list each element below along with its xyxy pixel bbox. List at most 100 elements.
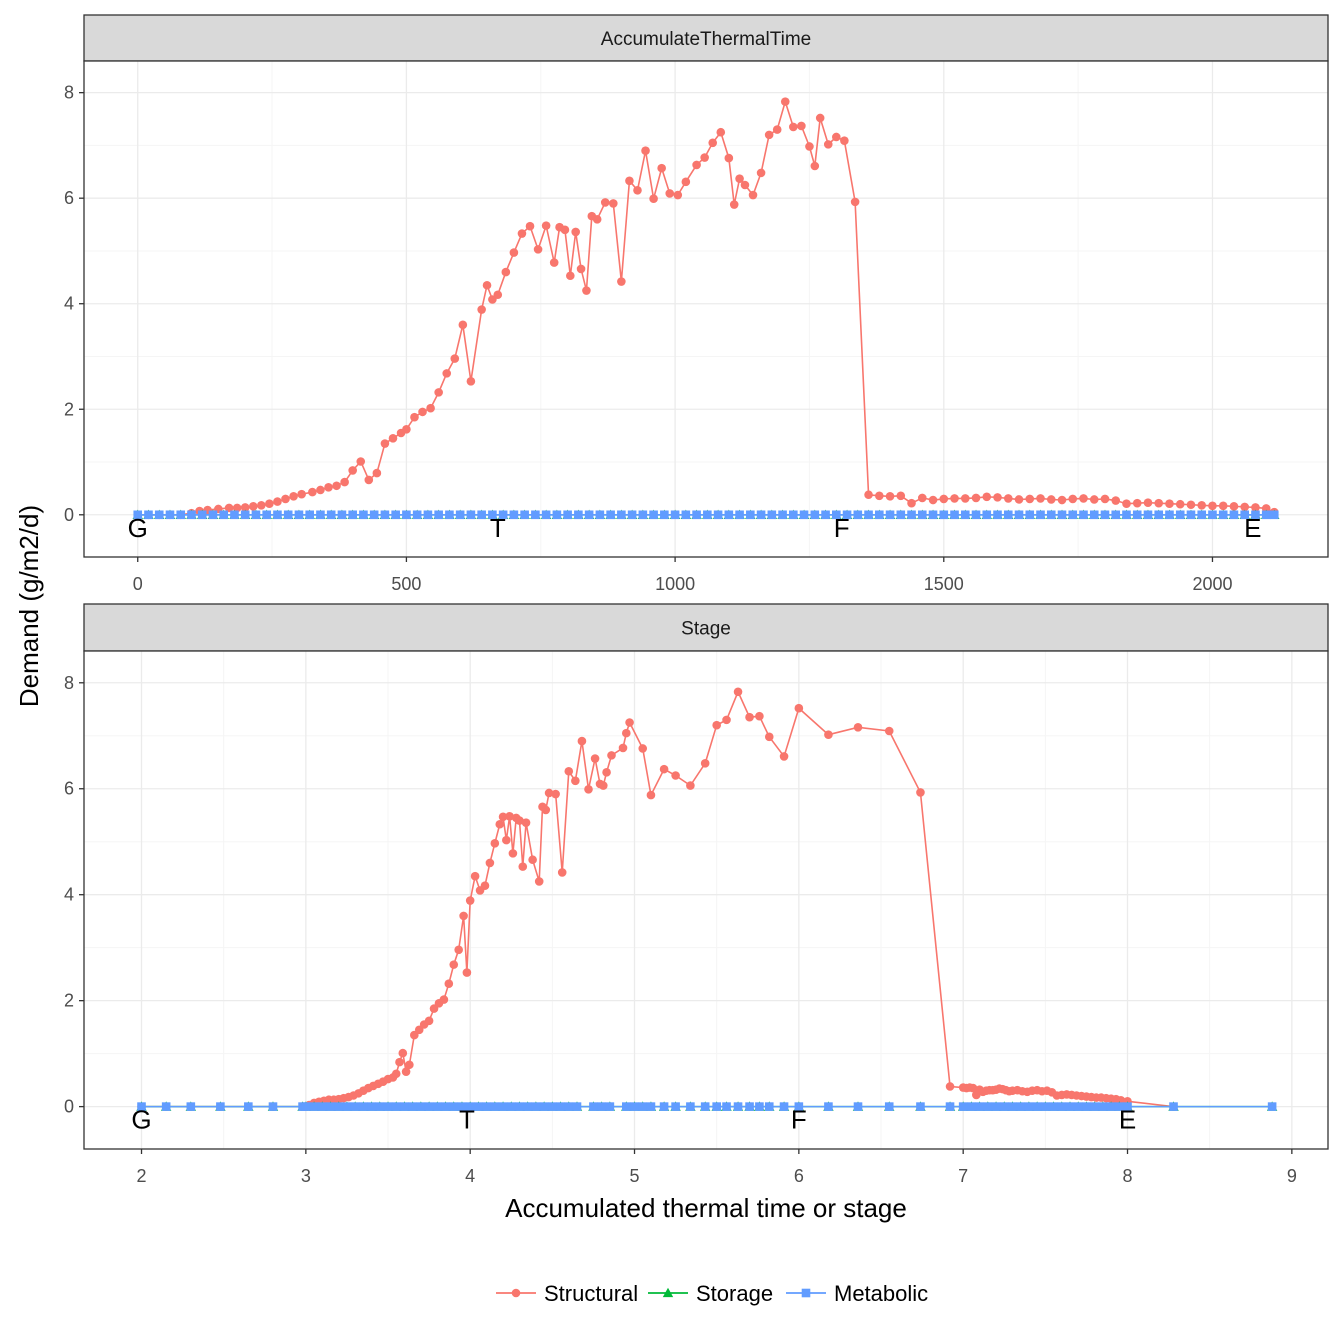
data-point — [1100, 494, 1110, 504]
data-point — [722, 715, 731, 725]
data-point — [713, 510, 723, 520]
legend-label: Structural — [544, 1281, 638, 1306]
data-point — [764, 130, 774, 140]
data-point — [1122, 499, 1131, 509]
y-tick-label: 6 — [64, 779, 74, 799]
data-point — [797, 121, 806, 131]
data-point — [1065, 1102, 1075, 1111]
data-point — [1143, 498, 1153, 507]
data-point — [1041, 1102, 1050, 1111]
data-point — [309, 1102, 319, 1111]
data-point — [805, 142, 814, 151]
data-point — [391, 1069, 401, 1079]
data-point — [630, 1102, 639, 1111]
data-point — [531, 1102, 541, 1111]
data-point — [810, 510, 820, 520]
data-point — [748, 190, 758, 200]
x-tick-label: 4 — [465, 1166, 475, 1186]
data-point — [1229, 510, 1239, 520]
data-point — [348, 466, 357, 475]
data-point — [372, 468, 382, 478]
data-point — [772, 125, 782, 134]
data-point — [518, 862, 528, 871]
data-point — [1057, 510, 1067, 520]
data-point — [395, 1057, 404, 1067]
data-point — [219, 510, 229, 520]
data-point — [602, 768, 611, 777]
data-point — [633, 185, 642, 195]
data-point — [539, 1102, 549, 1111]
series-structural — [133, 97, 1279, 520]
data-point — [1003, 494, 1013, 503]
data-point — [722, 1102, 731, 1111]
data-point — [1068, 510, 1078, 520]
data-point — [606, 510, 615, 520]
data-point — [480, 881, 490, 890]
data-point — [700, 153, 709, 162]
data-point — [1122, 510, 1131, 520]
data-point — [541, 221, 551, 230]
data-point — [735, 510, 744, 520]
data-point — [617, 510, 626, 520]
data-point — [186, 1102, 196, 1111]
data-point — [498, 812, 508, 822]
stage-label: F — [791, 1105, 807, 1135]
data-point — [1100, 510, 1110, 520]
data-point — [1036, 494, 1045, 503]
stage-label: T — [459, 1105, 475, 1135]
data-point — [621, 728, 631, 738]
data-point — [840, 136, 849, 145]
data-point — [1267, 1102, 1277, 1111]
data-point — [462, 968, 472, 977]
x-tick-label: 2000 — [1192, 574, 1232, 594]
data-point — [257, 500, 266, 510]
data-point — [681, 510, 691, 520]
data-point — [424, 1102, 434, 1111]
data-point — [534, 877, 544, 886]
data-point — [405, 1060, 414, 1070]
data-point — [971, 510, 981, 520]
data-point — [1111, 496, 1121, 505]
data-point — [400, 1102, 409, 1111]
data-point — [850, 197, 860, 207]
data-point — [589, 1102, 598, 1111]
data-point — [326, 510, 336, 520]
x-tick-label: 9 — [1287, 1166, 1297, 1186]
data-point — [794, 703, 804, 713]
data-point — [1154, 510, 1164, 520]
data-point — [424, 1016, 434, 1026]
data-point — [971, 493, 981, 503]
legend-label: Metabolic — [834, 1281, 928, 1306]
x-tick-label: 2 — [137, 1166, 147, 1186]
data-point — [359, 1102, 368, 1111]
data-point — [950, 494, 959, 503]
data-point — [999, 1102, 1009, 1111]
data-point — [767, 510, 777, 520]
data-point — [551, 789, 560, 799]
data-point — [1175, 499, 1185, 509]
y-tick-label: 2 — [64, 991, 74, 1011]
data-point — [621, 1102, 631, 1111]
data-point — [686, 781, 695, 790]
data-point — [208, 510, 218, 520]
data-point — [665, 189, 675, 198]
data-point — [369, 510, 379, 520]
data-point — [1197, 500, 1207, 510]
data-point — [598, 781, 608, 790]
data-point — [991, 1102, 1001, 1111]
y-tick-label: 4 — [64, 885, 74, 905]
data-point — [564, 766, 574, 776]
data-point — [716, 127, 726, 137]
data-point — [297, 489, 306, 499]
data-point — [864, 490, 873, 500]
data-point — [1123, 1102, 1132, 1111]
data-point — [444, 979, 454, 989]
data-point — [960, 510, 970, 520]
data-point — [968, 1083, 978, 1093]
data-point — [1098, 1102, 1108, 1111]
data-point — [560, 225, 570, 235]
data-point — [1240, 502, 1250, 512]
data-point — [577, 736, 587, 746]
data-point — [137, 1102, 146, 1111]
data-point — [458, 320, 468, 330]
